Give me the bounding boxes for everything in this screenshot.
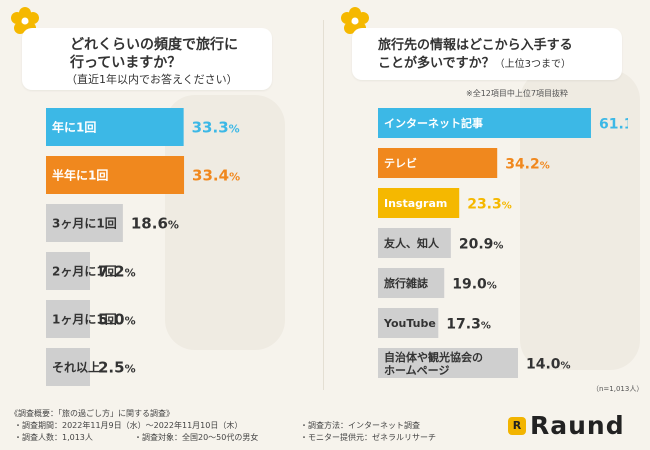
freq-bar xyxy=(46,108,184,146)
freq-bar xyxy=(46,348,90,386)
freq-value-label: 2.5% xyxy=(98,359,136,377)
source-bar xyxy=(378,188,460,218)
suitcase-bg-left xyxy=(165,95,285,350)
source-value-unit: % xyxy=(481,320,491,331)
frequency-bar-chart: 年に1回 33.3% 半年に1回 33.4% 3ヶ月に1回 18.6% 2ヶ月に1回7.2%… xyxy=(46,108,240,386)
right-question-line2-small: （上位3つまで） xyxy=(494,59,571,70)
source-value-label: 20.9% xyxy=(459,236,504,252)
freq-value-label: 7.2% xyxy=(98,263,136,281)
source-bar xyxy=(378,108,591,138)
freq-bar xyxy=(46,252,90,290)
right-question-line2-main: ことが多いですか？ xyxy=(378,56,495,71)
source-bar-label: 自治体や観光協会のホームページ xyxy=(384,350,483,377)
freq-value-unit: % xyxy=(229,171,240,184)
source-value-label: 61.1% xyxy=(599,116,628,132)
source-value-label: 14.0% xyxy=(526,356,571,372)
source-bar xyxy=(378,348,518,378)
freq-bar-label: 半年に1回 xyxy=(52,168,108,183)
freq-value-label: 18.6% xyxy=(131,215,179,233)
sample-size: （n=1,013人） xyxy=(592,385,644,393)
source-value-label: 23.3% xyxy=(467,196,512,212)
source-value-unit: % xyxy=(502,200,512,211)
source-bar-label: 友人、知人 xyxy=(384,236,440,250)
source-bar-label: インターネット記事 xyxy=(384,116,483,130)
right-question-line2: ことが多いですか？（上位3つまで） xyxy=(378,52,571,71)
source-value-unit: % xyxy=(493,240,503,251)
footer-people: ・調査人数：1,013人 xyxy=(14,433,93,442)
source-bar xyxy=(378,308,439,338)
freq-bar-label: 2ヶ月に1回 xyxy=(52,265,117,279)
source-bar-label-line: ホームページ xyxy=(384,364,449,377)
right-question-line1: 旅行先の情報はどこから入手する xyxy=(378,38,573,53)
source-bar xyxy=(378,268,445,298)
freq-value-label: 33.4% xyxy=(192,167,240,185)
source-value-label: 19.0% xyxy=(452,276,497,292)
right-chart-note: ※全12項目中上位7項目抜粋 xyxy=(466,89,568,98)
source-bar-label: 旅行雑誌 xyxy=(384,276,428,290)
freq-value-unit: % xyxy=(125,315,136,328)
left-question-box xyxy=(22,28,272,90)
left-question-line1: どれくらいの頻度で旅行に xyxy=(70,37,238,53)
source-bar-label-line: 自治体や観光協会の xyxy=(384,350,483,364)
source-bar xyxy=(378,228,451,258)
freq-bar-label: 1ヶ月に1回 xyxy=(52,313,117,327)
raund-logo-text: Raund xyxy=(530,411,625,440)
source-value-unit: % xyxy=(540,160,550,171)
footer-header: 《調査概要：「旅の過ごし方」に関する調査》 xyxy=(10,409,174,418)
freq-bar xyxy=(46,204,123,242)
source-value-unit: % xyxy=(487,280,497,291)
source-value-label: 34.2% xyxy=(505,156,550,172)
freq-value-label: 5.0% xyxy=(98,311,136,329)
freq-value-unit: % xyxy=(125,267,136,280)
freq-value-unit: % xyxy=(168,219,179,232)
source-value-label: 17.3% xyxy=(446,316,491,332)
source-value-unit: % xyxy=(561,360,571,371)
left-question-line3: （直近1年以内でお答えください） xyxy=(66,73,238,86)
freq-bar-label: それ以上 xyxy=(52,360,100,375)
footer-period: ・調査期間：2022年11月9日（水）〜2022年11月10日（木） xyxy=(14,421,243,430)
raund-logo-icon-letter: R xyxy=(512,419,522,432)
panel-divider xyxy=(323,20,324,390)
freq-value-label: 33.3% xyxy=(192,119,240,137)
freq-bar xyxy=(46,300,90,338)
freq-bar-label: 3ヶ月に1回 xyxy=(52,217,117,231)
source-bar-label: テレビ xyxy=(384,156,417,170)
footer-monitor: ・モニター提供元：ゼネラルリサーチ xyxy=(300,433,436,442)
source-bar-label: Instagram xyxy=(384,197,447,210)
footer-target: ・調査対象：全国20〜50代の男女 xyxy=(134,433,259,442)
freq-value-unit: % xyxy=(125,363,136,376)
source-bar xyxy=(378,148,498,178)
left-question-line2: 行っていますか？ xyxy=(70,55,182,71)
footer-method: ・調査方法：インターネット調査 xyxy=(300,421,420,430)
source-bar-label: YouTube xyxy=(383,317,436,330)
raund-logo-icon: R xyxy=(508,417,526,435)
freq-value-unit: % xyxy=(229,123,240,136)
right-question-box xyxy=(352,28,622,80)
freq-bar xyxy=(46,156,185,194)
freq-bar-label: 年に1回 xyxy=(52,120,96,135)
info-source-bar-chart: インターネット記事 61.1% テレビ 34.2% Instagram 23.3% 友人、知… xyxy=(378,108,628,378)
